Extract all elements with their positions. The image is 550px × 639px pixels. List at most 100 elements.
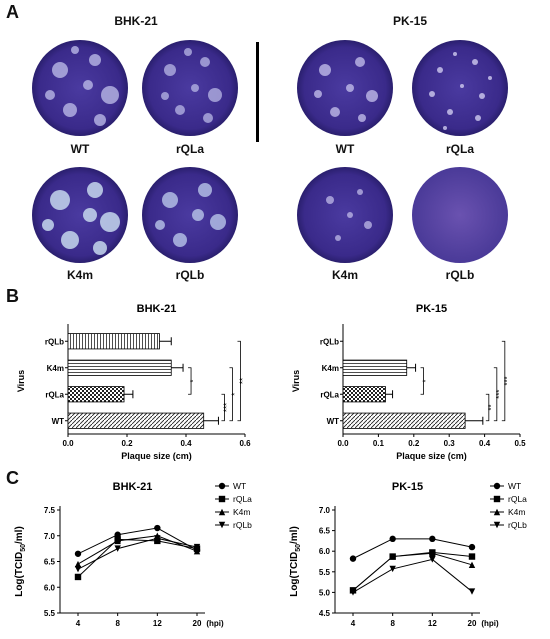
data-point-wt: [154, 524, 161, 532]
significance-mark: ***: [222, 403, 231, 412]
bar-rqla: [342, 386, 386, 403]
x-tick-label: 12: [428, 619, 437, 628]
bar-category-label: K4m: [47, 364, 64, 373]
y-axis-label: Virus: [16, 370, 26, 392]
dish-pk-rqlb: [412, 167, 508, 263]
dish-label-pk-k4m: K4m: [331, 268, 358, 282]
data-point-k4m: [389, 553, 396, 560]
panel-c-letter: C: [6, 468, 19, 488]
bar-wt: [342, 412, 466, 429]
legend-marker: [493, 521, 501, 529]
dish-label-pk-rqlb: rQLb: [445, 268, 475, 282]
x-tick-label: 0.0: [62, 439, 74, 448]
data-point-rqlb: [74, 566, 82, 573]
bar-chart-title: PK-15: [416, 303, 447, 315]
dish-bhk-k4m: [32, 167, 128, 263]
legend-marker: [218, 521, 226, 529]
x-tick-label: 12: [153, 619, 162, 628]
data-point-wt: [468, 543, 476, 551]
significance-mark: *: [230, 393, 239, 396]
x-tick-label: 0.2: [408, 439, 420, 448]
x-tick-label: 0.5: [514, 439, 526, 448]
significance-bracket: [501, 340, 506, 422]
x-axis-label: (hpi): [481, 619, 499, 628]
data-point-rqlb: [389, 565, 396, 573]
line-chart-title: PK-15: [392, 481, 423, 493]
dish-bhk-rqlb: [142, 167, 238, 263]
data-point-k4m: [429, 550, 436, 557]
x-axis-label: Plaque size (cm): [121, 451, 192, 461]
x-tick-label: 20: [193, 619, 202, 628]
legend-label: rQLa: [508, 494, 527, 504]
legend-marker: [493, 495, 501, 503]
y-axis-label: Log(TCID50/ml): [14, 526, 27, 597]
line-chart-bhk21: BHK-21 5.5 6.0 6.5 7.0 7.5 4 8 12 20 (hpi) Log(TCID…: [14, 481, 252, 628]
data-point-k4m: [114, 537, 121, 545]
legend-marker: [218, 508, 226, 516]
data-point-wt: [74, 550, 82, 557]
legend-marker: [493, 508, 501, 516]
data-point-rqlb: [154, 535, 161, 542]
significance-bracket: [420, 367, 424, 395]
line-chart-pk15: PK-15 4.5 5.0 5.5 6.0 6.5 7.0 4 8 12 20 (hpi) Log(TC…: [289, 481, 527, 628]
bar-category-label: WT: [52, 417, 65, 426]
significance-bracket: [221, 393, 225, 422]
dish-label-pk-wt: WT: [335, 142, 355, 156]
panel-b-letter: B: [6, 286, 19, 306]
data-point-k4m: [193, 548, 201, 555]
legend-label: WT: [233, 481, 246, 491]
bar-category-label: rQLa: [320, 390, 339, 399]
bar-k4m: [67, 359, 172, 376]
bar-category-label: rQLb: [45, 337, 64, 346]
data-point-wt: [349, 555, 357, 562]
significance-mark: ***: [503, 376, 512, 385]
plaque-dishes: [32, 40, 508, 263]
dish-bhk-wt: [32, 40, 128, 136]
x-tick-label: 0.4: [180, 439, 192, 448]
series-line-k4m: [352, 552, 473, 591]
dish-pk-rqla: [412, 40, 508, 136]
y-tick-label: 6.0: [319, 547, 331, 556]
significance-bracket: [493, 367, 498, 422]
significance-bracket: [188, 367, 192, 395]
data-point-k4m: [74, 560, 82, 568]
x-axis-label: Plaque size (cm): [396, 451, 467, 461]
x-tick-label: 0.6: [239, 439, 251, 448]
data-point-rqlb: [468, 588, 476, 595]
y-tick-label: 5.0: [319, 588, 331, 597]
x-tick-label: 20: [468, 619, 477, 628]
bar-category-label: rQLb: [320, 337, 339, 346]
bar-chart-bhk21: BHK-21 rQLb K4m rQLa WT 0.0 0.2 0.4 0.6 Plaque si…: [16, 303, 251, 461]
dish-label-bhk-k4m: K4m: [66, 268, 93, 282]
legend-label: WT: [508, 481, 521, 491]
significance-mark: **: [487, 404, 496, 410]
y-axis-label: Log(TCID50/ml): [289, 526, 302, 597]
dish-pk-wt: [297, 40, 393, 136]
dish-label-pk-rqla: rQLa: [445, 142, 474, 156]
bar-rqlb: [67, 333, 160, 350]
legend-label: rQLa: [233, 494, 252, 504]
dish-label-bhk-rqla: rQLa: [175, 142, 204, 156]
series-line-rqla: [77, 538, 198, 578]
significance-mark: *: [422, 379, 431, 382]
x-tick-label: 0.1: [373, 439, 385, 448]
data-point-rqlb: [193, 543, 201, 551]
bar-category-label: rQLa: [45, 390, 64, 399]
y-tick-label: 6.5: [44, 558, 56, 567]
significance-mark: *: [189, 379, 198, 382]
series-line-rqlb: [77, 537, 198, 570]
significance-bracket: [237, 340, 241, 422]
x-tick-label: 0.0: [337, 439, 349, 448]
y-tick-label: 5.5: [44, 609, 56, 618]
x-tick-label: 4: [76, 619, 81, 628]
x-tick-label: 4: [351, 619, 356, 628]
panel-a-letter: A: [6, 2, 19, 22]
dish-pk-k4m: [297, 167, 393, 263]
bar-rqla: [67, 386, 125, 403]
y-tick-label: 5.5: [319, 568, 331, 577]
significance-bracket: [485, 393, 490, 422]
series-line-rqla: [352, 551, 473, 591]
data-point-wt: [429, 535, 436, 543]
series-line-wt: [77, 527, 198, 555]
x-tick-label: 8: [115, 619, 120, 628]
